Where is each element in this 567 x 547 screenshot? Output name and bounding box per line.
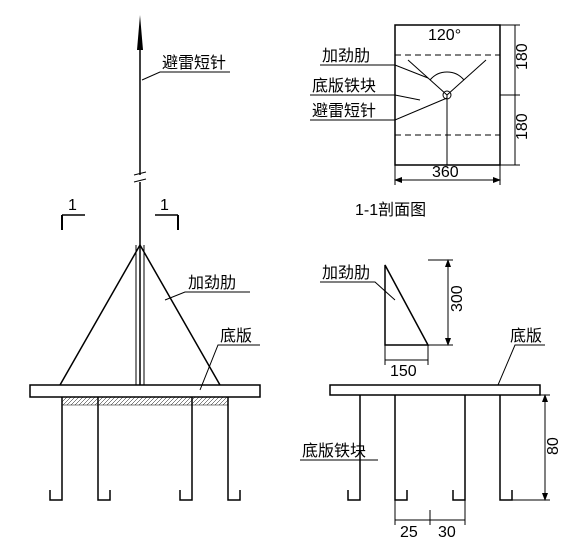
section-mark-left: 1 — [62, 197, 85, 230]
label-rod: 避雷短针 — [312, 102, 376, 120]
dim-plan-h1: 180 — [500, 25, 531, 95]
label-rib: 加劲肋 — [322, 47, 370, 65]
section-mark-label: 1 — [160, 197, 169, 214]
dim-plan-w: 360 — [395, 164, 500, 185]
dim-label: 360 — [432, 164, 459, 181]
angle-arc — [430, 72, 464, 80]
dim-rib-h: 300 — [428, 260, 466, 345]
dim-label: 30 — [438, 524, 456, 541]
leader-base: 底版 — [200, 327, 260, 390]
foot-section: 底版铁块 80 25 30 — [300, 385, 562, 541]
label-rod: 避雷短针 — [162, 54, 226, 72]
base-plate-r — [330, 385, 540, 395]
dim-rib-w: 150 — [385, 345, 428, 380]
leg-left — [50, 397, 110, 500]
angle-label: 120° — [428, 27, 461, 44]
dim-foot-h: 80 — [512, 395, 562, 500]
rib-triangle — [385, 265, 428, 345]
section-mark-label: 1 — [68, 197, 77, 214]
label-rib: 加劲肋 — [188, 274, 236, 292]
rib-detail-leader: 加劲肋 — [320, 264, 395, 300]
rib-detail: 300 150 加劲肋 底版 — [320, 260, 545, 385]
dim-label: 80 — [545, 437, 562, 455]
label-base-iron: 底版铁块 — [312, 77, 376, 95]
dim-label: 180 — [514, 113, 531, 140]
channel-right — [453, 395, 512, 500]
label-base: 底版 — [510, 327, 542, 345]
leg-right — [180, 397, 240, 500]
drawing-root: 1 1 避雷短针 加劲肋 — [0, 0, 567, 547]
plan-leader-base-iron: 底版铁块 — [310, 77, 420, 100]
leader-rod: 避雷短针 — [142, 54, 230, 80]
dim-label: 300 — [449, 285, 466, 312]
section-plan: 120° 180 180 360 加劲肋 底版铁块 — [310, 25, 531, 219]
dim-plan-h2: 180 — [500, 95, 531, 165]
leader-rib: 加劲肋 — [165, 274, 250, 300]
label-rib: 加劲肋 — [322, 264, 370, 282]
foot-leader-iron: 底版铁块 — [300, 442, 378, 460]
left-elevation: 1 1 避雷短针 加劲肋 — [30, 15, 260, 500]
plan-leader-rib: 加劲肋 — [320, 47, 428, 78]
dim-label: 180 — [514, 43, 531, 70]
label-base-iron: 底版铁块 — [302, 442, 366, 460]
label-base: 底版 — [220, 327, 252, 345]
dim-foot-w: 25 30 — [395, 500, 465, 541]
rib-base-leader: 底版 — [498, 327, 545, 385]
section-mark-right: 1 — [155, 197, 178, 230]
base-plate — [30, 385, 260, 397]
dim-label: 25 — [400, 524, 418, 541]
plan-leader-rod: 避雷短针 — [310, 98, 447, 120]
rod-tip — [137, 15, 143, 50]
section-title: 1-1剖面图 — [355, 201, 426, 219]
dim-label: 150 — [390, 363, 417, 380]
break-mark — [134, 172, 146, 182]
hatch — [62, 397, 228, 405]
